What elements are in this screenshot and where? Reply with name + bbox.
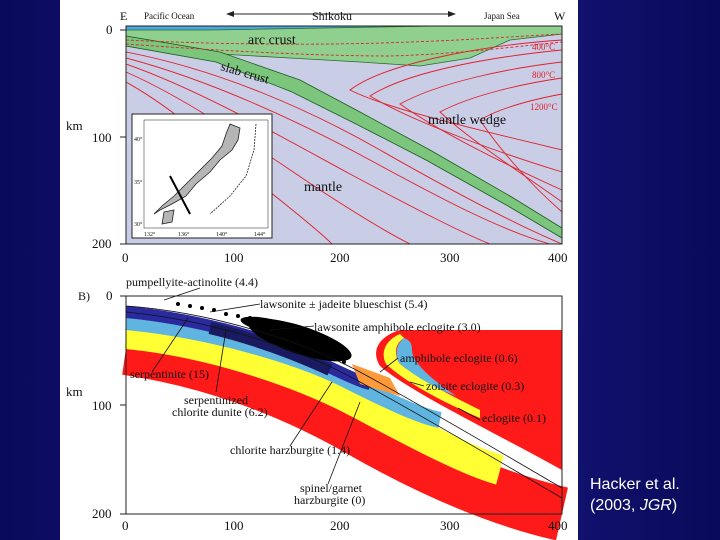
slab-boundaries xyxy=(125,305,563,499)
panel-b-x-tick-400: 400 xyxy=(548,518,568,533)
label-spinel-garnet: spinel/garnet xyxy=(300,481,363,495)
panel-a: E Pacific Ocean Shikoku Japan Sea W arc … xyxy=(66,9,568,265)
panel-a-y-axis xyxy=(120,29,126,245)
label-lawsonite-jadeite-blueschist: lawsonite ± jadeite blueschist (5.4) xyxy=(260,297,428,311)
trench-line xyxy=(209,123,257,215)
panel-b-x-tick-300: 300 xyxy=(440,518,460,533)
region-shikoku: Shikoku xyxy=(312,9,352,23)
kyushu-shikoku xyxy=(161,209,175,225)
label-serpentinized: serpentinized xyxy=(184,393,248,407)
shikoku-arrow-left-head xyxy=(226,11,234,17)
band-serpentinized-chlorite-dunite xyxy=(124,319,505,485)
inset-lon-144: 144° xyxy=(254,231,266,238)
panel-a-y-tick-200: 200 xyxy=(92,236,112,251)
panel-a-x-tick-0: 0 xyxy=(122,250,129,265)
panel-a-y-label: km xyxy=(66,118,83,133)
inset-lat-30: 30° xyxy=(134,221,143,228)
inset-lat-40: 40° xyxy=(134,136,143,143)
japan-landmass xyxy=(153,123,241,215)
wedge-amphibole-eclogite-region xyxy=(396,338,456,396)
panel-b-x-tick-200: 200 xyxy=(330,518,350,533)
citation-close: ) xyxy=(671,497,678,514)
label-zoisite-eclogite: zoisite eclogite (0.3) xyxy=(426,379,524,393)
leader-lines xyxy=(151,287,481,485)
header-east: E xyxy=(120,9,127,23)
citation-reference: (2003, JGR) xyxy=(590,495,720,516)
label-mantle-wedge: mantle wedge xyxy=(428,113,506,128)
label-arc-crust: arc crust xyxy=(248,33,296,48)
panel-b-y-tick-200: 200 xyxy=(92,506,112,521)
shikoku-arrow-right-head xyxy=(448,11,456,17)
panel-b-y-axis xyxy=(120,295,126,515)
citation: Hacker et al. (2003, JGR) xyxy=(590,474,720,516)
label-chlorite-harzburgite: chlorite harzburgite (1.4) xyxy=(230,443,350,457)
wedge-eclogite-region xyxy=(376,330,562,470)
panel-a-y-tick-0: 0 xyxy=(106,22,113,37)
panel-a-x-tick-200: 200 xyxy=(330,250,350,265)
label-pumpellyite-actinolite: pumpellyite-actinolite (4.4) xyxy=(126,275,258,289)
label-harzburgite: harzburgite (0) xyxy=(294,493,365,507)
citation-journal: JGR xyxy=(639,497,672,514)
profile-line xyxy=(169,175,191,215)
inset-lon-136: 136° xyxy=(178,231,190,238)
region-pacific-ocean: Pacific Ocean xyxy=(144,11,195,21)
figure-panel: E Pacific Ocean Shikoku Japan Sea W arc … xyxy=(60,0,578,540)
label-eclogite: eclogite (0.1) xyxy=(482,411,546,425)
panel-b-x-tick-100: 100 xyxy=(224,518,244,533)
inset-lon-132: 132° xyxy=(144,231,156,238)
panel-a-x-tick-400: 400 xyxy=(548,250,568,265)
isotherm-label-1200: 1200°C xyxy=(530,102,558,112)
panel-a-x-tick-100: 100 xyxy=(224,250,244,265)
band-lawsonite-amphibole-eclogite xyxy=(208,322,333,376)
isotherm-label-400: 400°C xyxy=(532,42,555,52)
header-west: W xyxy=(554,9,566,23)
panel-b-y-tick-0: 0 xyxy=(106,288,113,303)
amphibole-eclogite-patch xyxy=(352,364,400,396)
label-chlorite-dunite: chlorite dunite (6.2) xyxy=(172,405,268,419)
panel-b-label: B) xyxy=(78,289,90,303)
panel-b-x-tick-0: 0 xyxy=(122,518,129,533)
panel-a-frame xyxy=(125,25,563,245)
citation-year: (2003, xyxy=(590,497,640,514)
panel-a-x-tick-300: 300 xyxy=(440,250,460,265)
label-mantle: mantle xyxy=(304,180,342,195)
panel-b-y-tick-100: 100 xyxy=(92,398,112,413)
label-amphibole-eclogite: amphibole eclogite (0.6) xyxy=(400,351,518,365)
inset-lon-140: 140° xyxy=(216,231,228,238)
japan-inset-map: 40° 35° 30° 132° 136° 140° 144° xyxy=(131,113,273,239)
inset-lat-35: 35° xyxy=(134,179,143,186)
region-japan-sea: Japan Sea xyxy=(484,11,520,21)
label-serpentinite: serpentinite (15) xyxy=(130,367,209,381)
label-lawsonite-amphibole-eclogite: lawsonite amphibole eclogite (3.0) xyxy=(314,320,481,334)
panel-a-y-tick-100: 100 xyxy=(92,130,112,145)
isotherm-label-800: 800°C xyxy=(532,70,555,80)
citation-authors: Hacker et al. xyxy=(590,476,680,493)
panel-b-y-label: km xyxy=(66,384,83,399)
band-chlorite-harzburgite xyxy=(122,321,569,540)
panel-b: pumpellyite-actinolite (4.4) lawsonite ±… xyxy=(66,275,569,540)
wedge-zoisite-eclogite-region xyxy=(383,334,480,418)
